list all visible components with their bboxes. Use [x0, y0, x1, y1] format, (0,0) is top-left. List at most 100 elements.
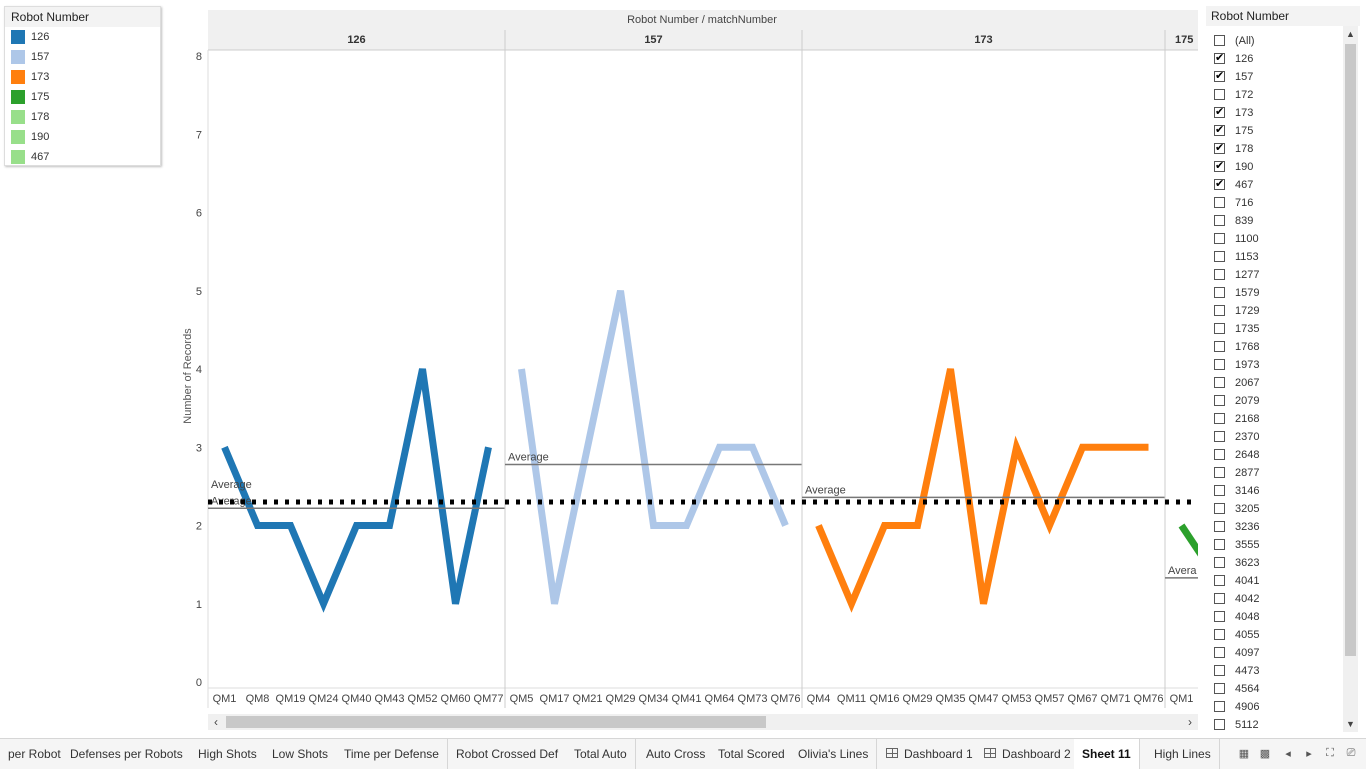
- filter-item[interactable]: 1973: [1206, 356, 1342, 374]
- filter-checkbox[interactable]: [1214, 251, 1225, 262]
- filter-checkbox[interactable]: [1214, 431, 1225, 442]
- filter-checkbox[interactable]: [1214, 683, 1225, 694]
- legend-item[interactable]: 178: [5, 107, 160, 127]
- legend-item[interactable]: 157: [5, 47, 160, 67]
- filter-checkbox[interactable]: [1214, 629, 1225, 640]
- filter-item[interactable]: 1277: [1206, 266, 1342, 284]
- filter-checkbox[interactable]: ✔: [1214, 178, 1225, 190]
- filter-checkbox[interactable]: [1214, 341, 1225, 352]
- filter-checkbox[interactable]: [1214, 449, 1225, 460]
- sheet-tab[interactable]: Total Scored: [710, 739, 794, 769]
- filter-item[interactable]: 2370: [1206, 428, 1342, 446]
- tab-prev-icon[interactable]: ◂: [1285, 748, 1291, 760]
- filter-item[interactable]: 1735: [1206, 320, 1342, 338]
- sheet-tab[interactable]: High Lines: [1146, 739, 1220, 769]
- filter-checkbox[interactable]: [1214, 197, 1225, 208]
- sheet-tab[interactable]: Dashboard 1: [878, 739, 982, 769]
- fullscreen-icon[interactable]: ⛶: [1326, 747, 1334, 759]
- filter-checkbox[interactable]: ✔: [1214, 52, 1225, 64]
- filter-checkbox[interactable]: [1214, 521, 1225, 532]
- filter-item[interactable]: 4564: [1206, 680, 1342, 698]
- scroll-up-icon[interactable]: ▲: [1346, 29, 1355, 39]
- filter-item[interactable]: 1579: [1206, 284, 1342, 302]
- sheet-tab[interactable]: Auto Cross: [638, 739, 715, 769]
- filter-item[interactable]: ✔ 126: [1206, 50, 1342, 68]
- filter-checkbox[interactable]: [1214, 89, 1225, 100]
- filter-item[interactable]: 172: [1206, 86, 1342, 104]
- sheet-tab[interactable]: Sheet 11: [1074, 739, 1140, 769]
- filter-item[interactable]: ✔ 173: [1206, 104, 1342, 122]
- filter-checkbox[interactable]: ✔: [1214, 124, 1225, 136]
- filter-checkbox[interactable]: [1214, 539, 1225, 550]
- filter-checkbox[interactable]: [1214, 575, 1225, 586]
- filter-checkbox[interactable]: [1214, 233, 1225, 244]
- scroll-left-icon[interactable]: ‹: [214, 715, 218, 729]
- sheet-tab[interactable]: Time per Defense: [336, 739, 448, 769]
- sheet-tab[interactable]: Robot Crossed Def: [448, 739, 568, 769]
- filter-item[interactable]: 4097: [1206, 644, 1342, 662]
- filter-item[interactable]: 3555: [1206, 536, 1342, 554]
- filter-checkbox[interactable]: [1214, 665, 1225, 676]
- sheet-tab[interactable]: Defenses per Robots: [62, 739, 192, 769]
- filter-checkbox[interactable]: ✔: [1214, 160, 1225, 172]
- filter-checkbox[interactable]: ✔: [1214, 70, 1225, 82]
- filter-scroll-thumb[interactable]: [1345, 44, 1356, 656]
- filter-checkbox[interactable]: [1214, 611, 1225, 622]
- filter-item[interactable]: 1153: [1206, 248, 1342, 266]
- filter-checkbox[interactable]: [1214, 395, 1225, 406]
- sheet-tab[interactable]: Total Auto: [566, 739, 636, 769]
- filter-checkbox[interactable]: [1214, 593, 1225, 604]
- sheet-tab[interactable]: Olivia's Lines: [790, 739, 878, 769]
- filter-item[interactable]: 2168: [1206, 410, 1342, 428]
- legend-item[interactable]: 467: [5, 147, 160, 167]
- filmstrip-view-icon[interactable]: ▩: [1259, 748, 1271, 760]
- filter-item[interactable]: (All): [1206, 32, 1342, 50]
- filter-checkbox[interactable]: [1214, 377, 1225, 388]
- filter-checkbox[interactable]: [1214, 701, 1225, 712]
- filter-item[interactable]: 4906: [1206, 698, 1342, 716]
- filter-checkbox[interactable]: [1214, 305, 1225, 316]
- legend-item[interactable]: 126: [5, 27, 160, 47]
- filter-item[interactable]: 4473: [1206, 662, 1342, 680]
- scroll-thumb[interactable]: [226, 716, 766, 728]
- filter-checkbox[interactable]: [1214, 215, 1225, 226]
- filter-item[interactable]: 3236: [1206, 518, 1342, 536]
- filter-checkbox[interactable]: [1214, 287, 1225, 298]
- filter-item[interactable]: 5112: [1206, 716, 1342, 732]
- filter-checkbox[interactable]: [1214, 557, 1225, 568]
- filter-item[interactable]: 2067: [1206, 374, 1342, 392]
- filter-checkbox[interactable]: ✔: [1214, 142, 1225, 154]
- filter-checkbox[interactable]: [1214, 35, 1225, 46]
- filter-scrollbar[interactable]: ▲ ▼: [1343, 26, 1358, 732]
- filter-checkbox[interactable]: [1214, 647, 1225, 658]
- legend-item[interactable]: 175: [5, 87, 160, 107]
- filter-checkbox[interactable]: [1214, 485, 1225, 496]
- scroll-right-icon[interactable]: ›: [1188, 715, 1192, 729]
- filter-checkbox[interactable]: [1214, 719, 1225, 730]
- filter-item[interactable]: 1100: [1206, 230, 1342, 248]
- sheet-tab[interactable]: High Shots: [190, 739, 266, 769]
- filter-checkbox[interactable]: [1214, 503, 1225, 514]
- filter-checkbox[interactable]: [1214, 413, 1225, 424]
- filter-item[interactable]: 2648: [1206, 446, 1342, 464]
- filter-item[interactable]: 839: [1206, 212, 1342, 230]
- filter-checkbox[interactable]: [1214, 359, 1225, 370]
- filter-item[interactable]: 4042: [1206, 590, 1342, 608]
- legend-item[interactable]: 173: [5, 67, 160, 87]
- filter-checkbox[interactable]: [1214, 269, 1225, 280]
- filter-item[interactable]: 4055: [1206, 626, 1342, 644]
- filter-item[interactable]: ✔ 157: [1206, 68, 1342, 86]
- filter-checkbox[interactable]: ✔: [1214, 106, 1225, 118]
- filter-item[interactable]: ✔ 190: [1206, 158, 1342, 176]
- legend-item[interactable]: 190: [5, 127, 160, 147]
- filter-item[interactable]: ✔ 175: [1206, 122, 1342, 140]
- filter-item[interactable]: ✔ 467: [1206, 176, 1342, 194]
- scroll-down-icon[interactable]: ▼: [1346, 719, 1355, 729]
- tab-next-icon[interactable]: ▸: [1306, 748, 1312, 760]
- filter-item[interactable]: 4041: [1206, 572, 1342, 590]
- grid-view-icon[interactable]: ▦: [1238, 748, 1250, 760]
- sheet-tab[interactable]: Dashboard 2: [976, 739, 1080, 769]
- filter-item[interactable]: 3146: [1206, 482, 1342, 500]
- sheet-tab[interactable]: per Robot: [0, 739, 70, 769]
- filter-checkbox[interactable]: [1214, 467, 1225, 478]
